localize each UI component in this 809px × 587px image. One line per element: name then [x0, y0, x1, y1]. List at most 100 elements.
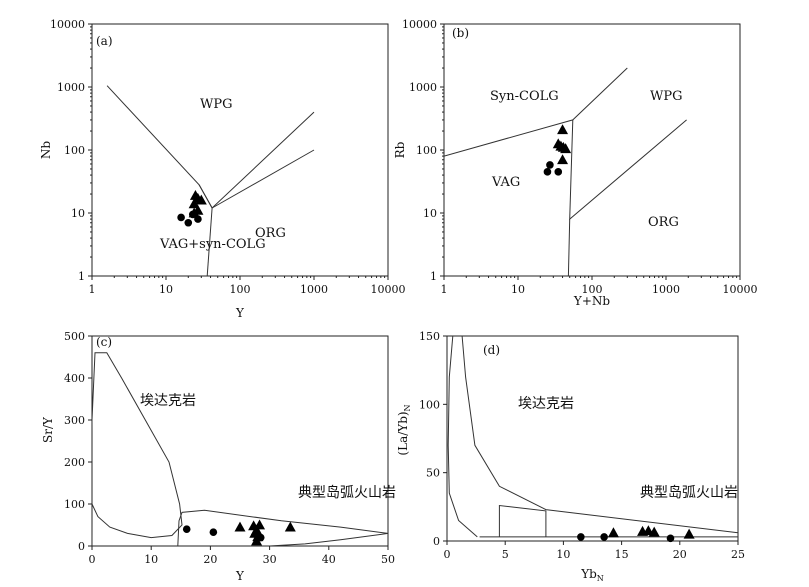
panel-c: 0 10 20 30 40 500100200300400500YSr/Y(c)埃达克岩典…	[41, 330, 396, 583]
circle-point	[543, 168, 552, 176]
y-tick-label: 100	[416, 144, 437, 157]
discrimination-boundary	[447, 336, 478, 538]
circle-point	[182, 525, 191, 533]
y-axis-label: Rb	[393, 141, 407, 158]
region-label: 典型岛弧火山岩	[298, 485, 396, 501]
region-label: 埃达克岩	[518, 396, 574, 412]
x-tick-label: 1	[441, 283, 448, 296]
triangle-point	[234, 521, 246, 532]
y-tick-label: 1000	[57, 81, 85, 94]
circle-point	[256, 533, 265, 542]
y-tick-label: 100	[64, 498, 85, 511]
panel-d: 0 5 10 15 20 25 0 50 100 150 YbN (La/Yb)N (d) 埃达克岩典型岛…	[396, 330, 745, 583]
y-tick-label: 300	[64, 414, 85, 427]
x-tick-label: 1000	[652, 283, 680, 296]
x-axis-label: Y	[235, 306, 245, 320]
x-tick-label: 10	[556, 548, 570, 561]
x-tick-label: 0	[89, 553, 96, 566]
x-tick-label: 15	[615, 548, 629, 561]
x-tick-label: 0	[444, 548, 451, 561]
x-axis-label: YbN	[580, 567, 604, 583]
y-tick-label: 10	[71, 207, 85, 220]
y-tick-label: 200	[64, 456, 85, 469]
x-tick-label: 20	[673, 548, 687, 561]
discrimination-boundary	[92, 352, 183, 546]
triangle-point	[251, 535, 263, 546]
circle-point	[209, 528, 218, 536]
discrimination-boundary	[461, 336, 738, 534]
discrimination-boundary	[198, 184, 213, 209]
circle-point	[188, 210, 197, 219]
discrimination-boundary	[567, 219, 571, 276]
region-label: VAG+syn-COLG	[159, 237, 266, 252]
y-tick-label: 500	[64, 330, 85, 343]
plot-frame	[443, 23, 741, 277]
plot-frame	[91, 335, 389, 547]
triangle-point	[188, 198, 200, 209]
x-tick-label: 30	[263, 553, 277, 566]
x-tick-label: 20	[203, 553, 217, 566]
x-tick-label: 10	[159, 283, 173, 296]
triangle-point	[560, 143, 572, 154]
x-tick-label: 25	[731, 548, 745, 561]
panel-label: (b)	[452, 26, 469, 40]
triangle-point	[683, 528, 695, 539]
region-label: 埃达克岩	[140, 393, 196, 409]
plot-frame	[446, 335, 739, 542]
circle-point	[577, 533, 585, 541]
panel-b: 1 10 100 1000 10000 1 10 100 1000 10000 Y+Nb Rb (b) S…	[393, 18, 758, 308]
x-tick-label: 1000	[300, 283, 328, 296]
y-tick-label: 0	[433, 535, 440, 548]
y-tick-label: 1	[78, 270, 85, 283]
circle-point	[600, 533, 608, 541]
y-tick-label: 150	[419, 330, 440, 343]
discrimination-boundary	[444, 67, 628, 157]
discrimination-boundary	[211, 149, 315, 209]
y-tick-label: 10	[423, 207, 437, 220]
x-axis-label: Y	[235, 569, 245, 583]
y-tick-label: 0	[78, 540, 85, 553]
triangle-point	[648, 526, 660, 537]
y-tick-label: 100	[64, 144, 85, 157]
x-tick-label: 10	[511, 283, 525, 296]
y-tick-label: 1	[430, 270, 437, 283]
region-label: ORG	[255, 226, 286, 241]
panel-a: 1 10 100 1000 10000 1 10 100 1000 10000 Y Nb (a) WPG O…	[39, 18, 406, 320]
y-axis-label: (La/Yb)N	[396, 404, 412, 455]
region-label: 典型岛弧火山岩	[640, 485, 738, 501]
x-tick-label: 100	[230, 283, 251, 296]
circle-point	[666, 534, 675, 543]
triangle-point	[195, 194, 207, 205]
x-axis-label: Y+Nb	[573, 294, 610, 308]
triangle-point	[557, 154, 569, 165]
discrimination-boundary	[498, 504, 547, 537]
triangle-point	[557, 124, 569, 135]
x-tick-label: 10000	[723, 283, 758, 296]
region-label: ORG	[648, 215, 679, 230]
discrimination-boundary	[177, 509, 388, 546]
panel-label: (c)	[96, 335, 112, 349]
panel-label: (d)	[483, 343, 500, 357]
y-axis-label: Sr/Y	[41, 416, 55, 443]
x-tick-label: 1	[89, 283, 96, 296]
y-tick-label: 10000	[50, 18, 85, 31]
x-tick-label: 5	[502, 548, 509, 561]
region-label: WPG	[650, 89, 683, 104]
circle-point	[184, 218, 193, 227]
x-tick-label: 40	[322, 553, 336, 566]
triangle-point	[607, 527, 619, 538]
region-label: VAG	[491, 175, 520, 190]
panel-label: (a)	[96, 34, 113, 48]
x-tick-label: 100	[582, 283, 603, 296]
x-tick-label: 50	[381, 553, 395, 566]
y-tick-label: 10000	[402, 18, 437, 31]
y-tick-label: 50	[426, 467, 440, 480]
y-tick-label: 100	[419, 398, 440, 411]
y-tick-label: 400	[64, 372, 85, 385]
region-label: WPG	[200, 97, 233, 112]
circle-point	[194, 215, 202, 223]
x-tick-label: 10	[144, 553, 158, 566]
x-tick-label: 10000	[371, 283, 406, 296]
discrimination-boundary	[206, 207, 213, 276]
